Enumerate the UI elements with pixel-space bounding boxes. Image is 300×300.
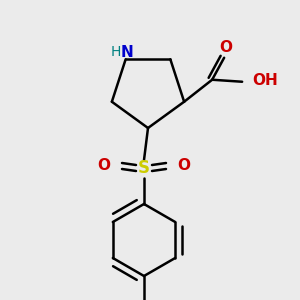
Text: S: S: [138, 159, 150, 177]
Text: N: N: [120, 45, 133, 60]
Text: O: O: [220, 40, 232, 55]
Text: O: O: [178, 158, 190, 173]
Text: O: O: [98, 158, 110, 173]
Text: OH: OH: [252, 73, 278, 88]
Text: H: H: [110, 45, 121, 59]
